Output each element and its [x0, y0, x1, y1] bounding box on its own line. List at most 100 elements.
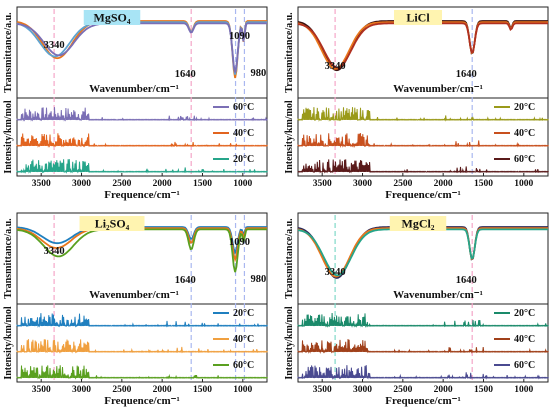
freq-trace [16, 107, 268, 122]
freq-series-1 [16, 133, 268, 148]
title-box [389, 216, 447, 231]
y-axis-label-bottom: Intensity/km/mol [3, 306, 14, 380]
x-axis-label: Frequence/cm⁻¹ [385, 189, 461, 201]
legend-label: 60°C [233, 102, 254, 113]
y-axis-label-bottom: Intensity/km/mol [284, 100, 295, 174]
legend-label: 60°C [514, 360, 535, 371]
x-tick-label: 2000 [434, 385, 453, 395]
x-tick-label: 3500 [313, 179, 332, 189]
freq-series-2 [297, 365, 549, 380]
title-box [83, 10, 141, 25]
freq-series-2 [16, 159, 268, 174]
freq-trace [16, 159, 268, 174]
x-tick-label: 3000 [353, 179, 372, 189]
freq-series-0 [16, 107, 268, 122]
peak-label: 1640 [456, 275, 477, 286]
x-tick-label: 1500 [193, 179, 212, 189]
wavenumber-label: Wavenumber/cm⁻¹ [89, 83, 179, 95]
freq-trace [16, 339, 268, 354]
peak-label: 3340 [44, 40, 65, 51]
freq-trace [297, 312, 549, 328]
freq-trace [297, 339, 549, 354]
freq-trace [297, 365, 549, 380]
peak-label: 1640 [175, 275, 196, 286]
legend-label: 20°C [514, 308, 535, 319]
x-tick-label: 1000 [514, 385, 533, 395]
legend-label: 20°C [514, 102, 535, 113]
legend-label: 60°C [233, 360, 254, 371]
x-tick-label: 3500 [32, 179, 51, 189]
peak-label: 1090 [229, 31, 250, 42]
y-axis-label-top: Transmittance/a.u. [284, 12, 295, 93]
x-axis-label: Frequence/cm⁻¹ [385, 395, 461, 407]
y-axis-label-top: Transmittance/a.u. [284, 218, 295, 299]
freq-series-0 [16, 313, 268, 328]
chart-panel-3: MgCl₂ 3340 1640 Wavenumber/cm⁻¹ 20°C 40°C 60°C… [284, 212, 549, 407]
x-axis-label: Frequence/cm⁻¹ [104, 395, 180, 407]
freq-series-2 [16, 365, 268, 380]
wavenumber-label: Wavenumber/cm⁻¹ [393, 83, 483, 95]
x-tick-label: 3000 [72, 179, 91, 189]
freq-trace [297, 107, 549, 122]
legend-label: 40°C [233, 334, 254, 345]
y-axis-label-top: Transmittance/a.u. [3, 218, 14, 299]
freq-series-0 [297, 312, 549, 328]
legend-label: 40°C [514, 334, 535, 345]
title-box [394, 10, 442, 25]
ir-spectrum-2 [16, 22, 267, 73]
peak-label: 3340 [325, 267, 346, 278]
y-axis-label-bottom: Intensity/km/mol [284, 306, 295, 380]
x-tick-label: 3000 [353, 385, 372, 395]
peak-label: 3340 [325, 61, 346, 72]
x-tick-label: 2500 [112, 385, 131, 395]
wavenumber-label: Wavenumber/cm⁻¹ [393, 289, 483, 301]
x-tick-label: 1500 [474, 179, 493, 189]
x-tick-label: 2500 [393, 385, 412, 395]
x-tick-label: 2500 [112, 179, 131, 189]
plot-frame [16, 212, 268, 383]
x-tick-label: 3500 [32, 385, 51, 395]
ir-spectrum-0 [16, 20, 267, 79]
y-axis-label-bottom: Intensity/km/mol [3, 100, 14, 174]
peak-label: 3340 [44, 246, 65, 257]
x-tick-label: 1000 [514, 179, 533, 189]
x-tick-label: 3000 [72, 385, 91, 395]
freq-series-0 [297, 107, 549, 122]
legend-label: 20°C [233, 154, 254, 165]
chart-title: Li₂SO₄ [95, 217, 130, 231]
x-tick-label: 1500 [193, 385, 212, 395]
x-tick-label: 1000 [233, 179, 252, 189]
legend-label: 60°C [514, 154, 535, 165]
chart-title: MgCl₂ [402, 217, 435, 231]
chart-title: MgSO₄ [94, 11, 131, 25]
x-tick-label: 1500 [474, 385, 493, 395]
legend-label: 40°C [514, 128, 535, 139]
peak-label: 1640 [175, 69, 196, 80]
legend-label: 20°C [233, 308, 254, 319]
freq-trace [297, 159, 549, 174]
chart-panel-0: MgSO₄ 3340 1640 1090 980 Wavenumber/cm⁻¹ 60°C 4… [3, 6, 268, 201]
x-tick-label: 2000 [153, 179, 172, 189]
freq-trace [16, 313, 268, 328]
chart-title: LiCl [406, 11, 430, 25]
plot-frame [16, 6, 268, 177]
peak-label: 1090 [229, 237, 250, 248]
legend-label: 40°C [233, 128, 254, 139]
plot-frame [297, 212, 549, 383]
title-box [79, 216, 145, 231]
freq-series-1 [297, 339, 549, 354]
x-tick-label: 2000 [434, 179, 453, 189]
chart-panel-2: Li₂SO₄ 3340 1640 1090 980 Wavenumber/cm⁻¹ 20°C… [3, 212, 268, 407]
wavenumber-label: Wavenumber/cm⁻¹ [89, 289, 179, 301]
freq-trace [16, 365, 268, 380]
plot-frame [297, 6, 549, 177]
x-tick-label: 3500 [313, 385, 332, 395]
freq-series-1 [297, 133, 549, 148]
x-tick-label: 2000 [153, 385, 172, 395]
chart-panel-1: LiCl 3340 1640 Wavenumber/cm⁻¹ 20°C 40°C 60°C 3… [284, 6, 549, 201]
freq-series-1 [16, 339, 268, 354]
freq-trace [16, 133, 268, 148]
x-tick-label: 1000 [233, 385, 252, 395]
y-axis-label-top: Transmittance/a.u. [3, 12, 14, 93]
